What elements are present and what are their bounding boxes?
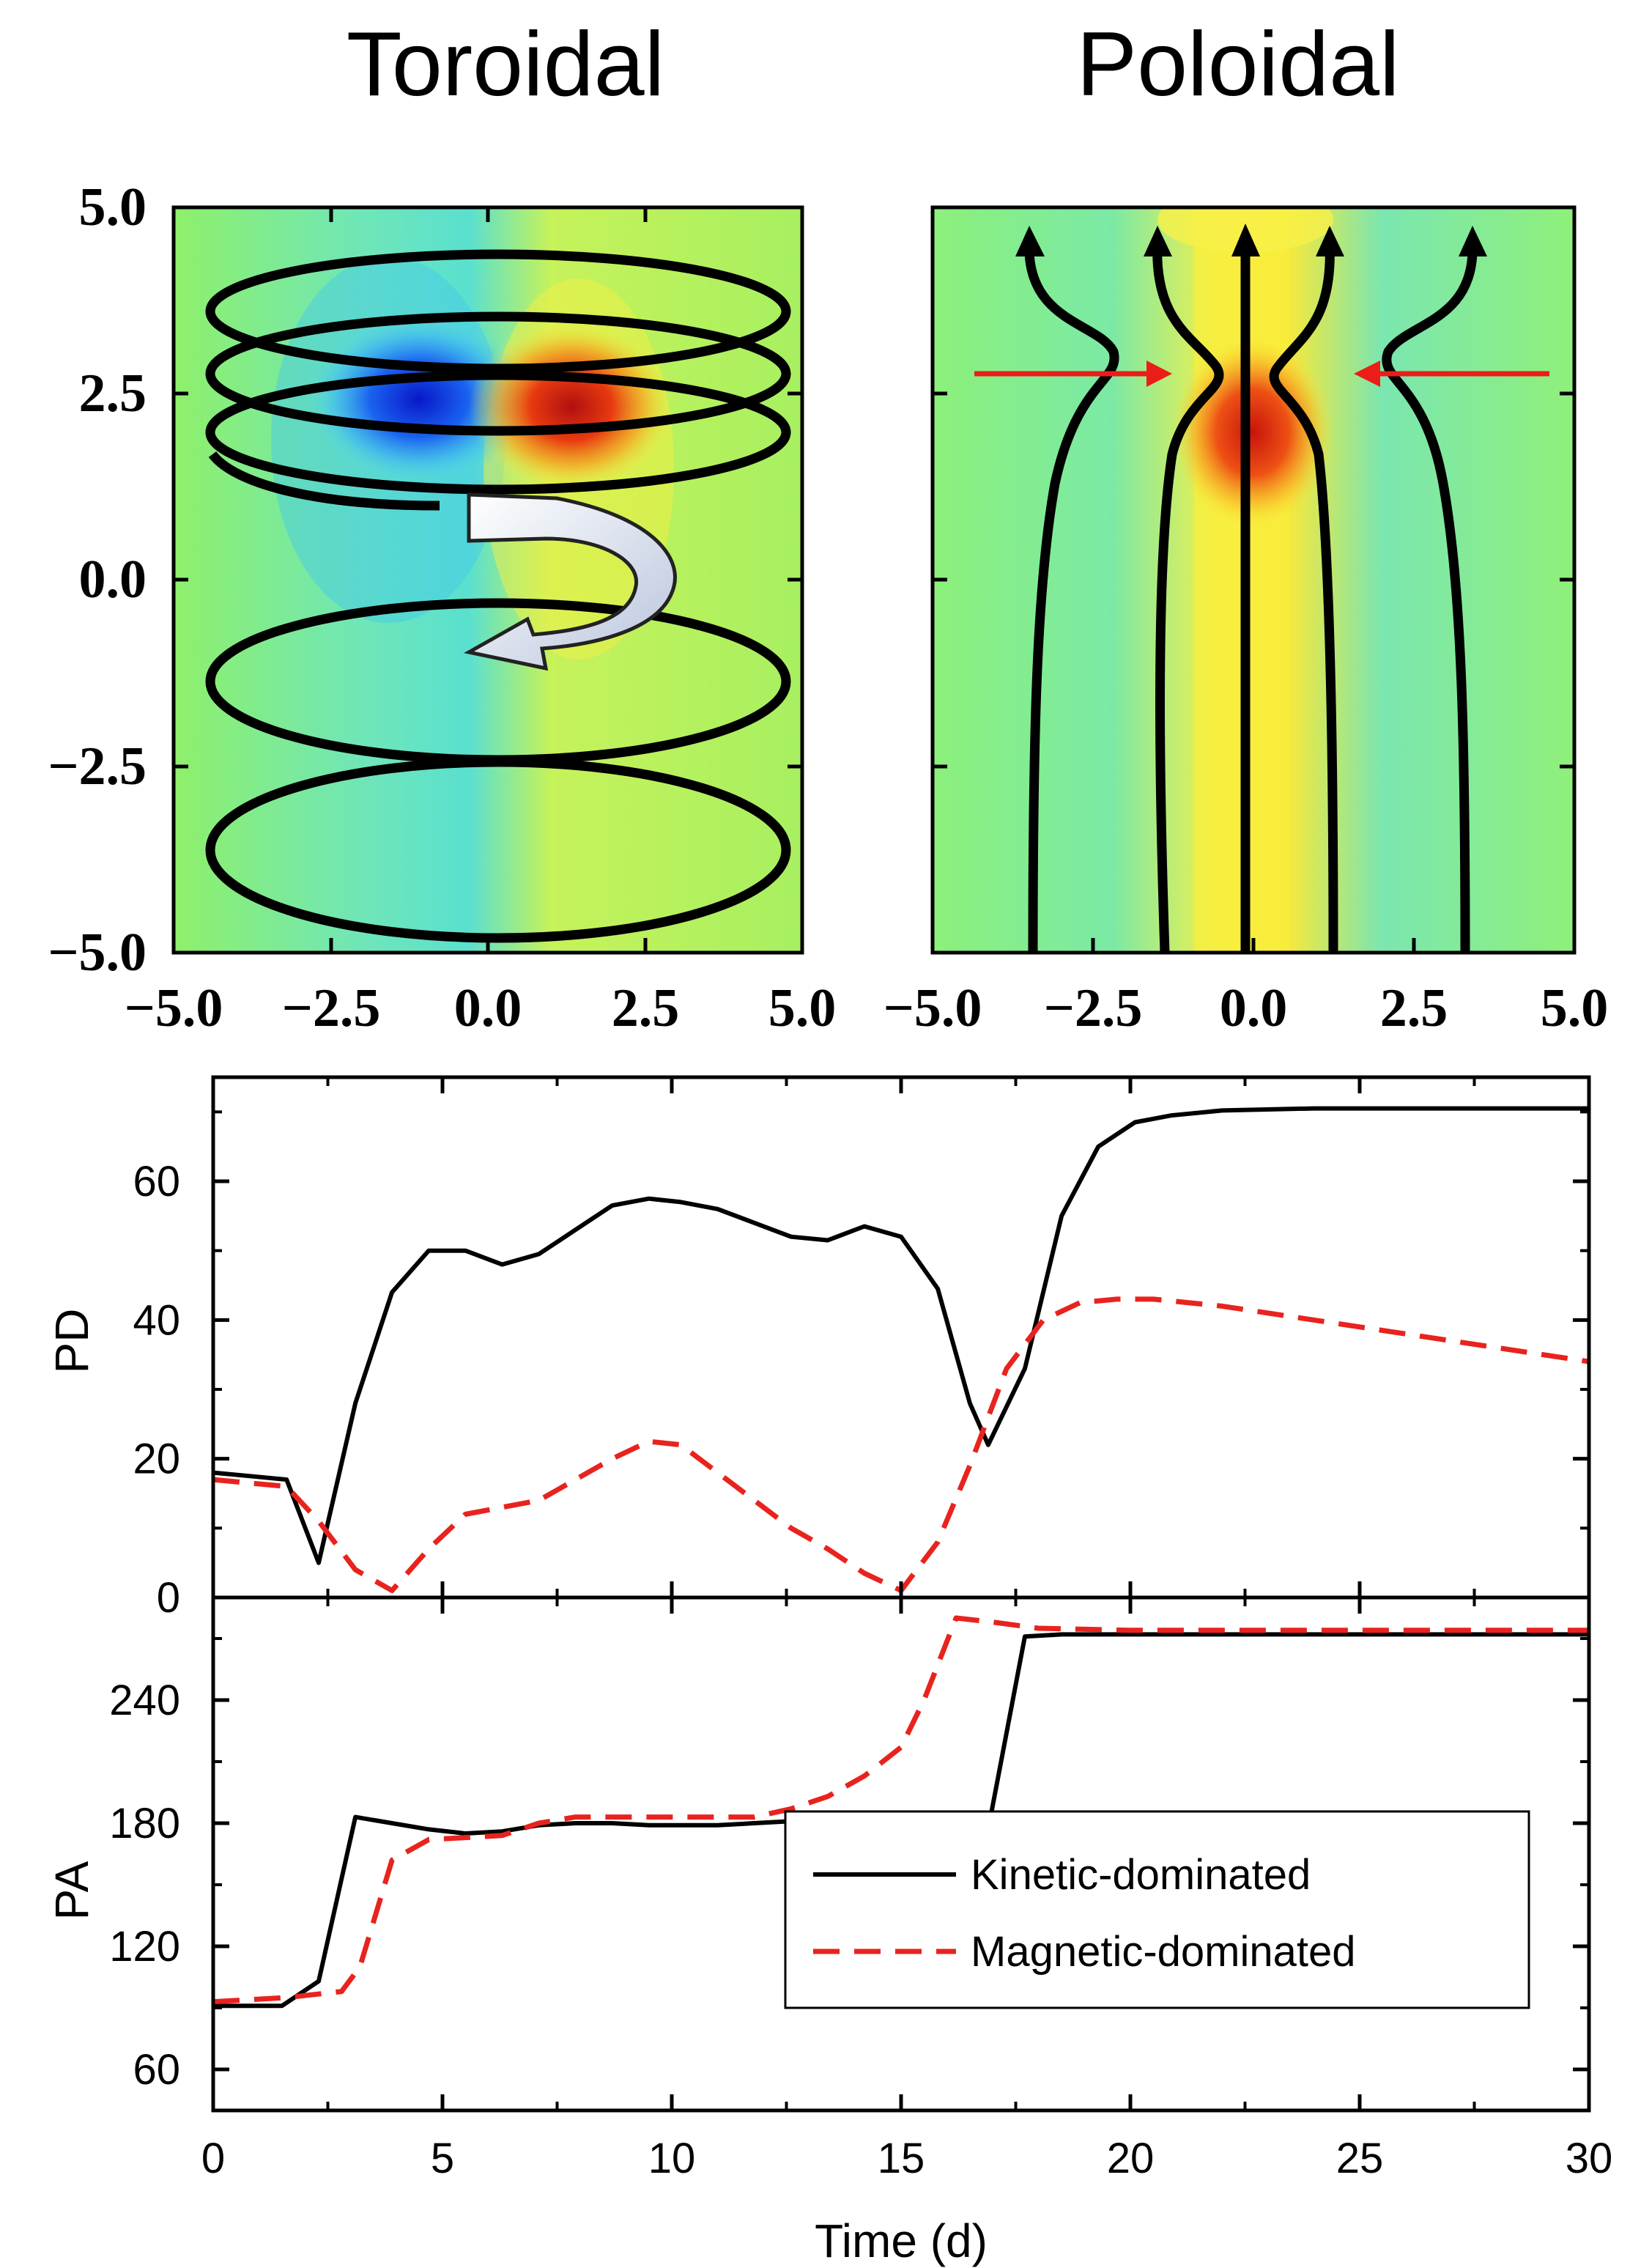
poloidal-ticks: [933, 205, 1574, 953]
time-x-tick-labels: 0 5 10 15 20 25 30: [201, 2135, 1612, 2182]
x-tick-label: −5.0: [125, 978, 223, 1038]
pa-y-tick-labels: 60 120 180 240: [109, 1677, 180, 2094]
y-tick-label: 180: [109, 1800, 180, 1847]
toroidal-blue-blob: [309, 315, 529, 484]
y-tick-label: 40: [133, 1296, 180, 1344]
y-tick-label: 240: [109, 1677, 180, 1724]
field-line-5: [1382, 237, 1478, 953]
field-line-4: [1269, 237, 1338, 953]
legend: Kinetic-dominated Magnetic-dominated: [784, 1810, 1530, 2009]
poloidal-x-tick-labels: −5.0 −2.5 0.0 2.5 5.0: [883, 978, 1609, 1038]
arrowhead-icon: [1316, 226, 1344, 256]
pd-plot: 0 20 40 60 PD: [45, 1075, 1591, 1622]
field-line-1: [1024, 237, 1119, 953]
y-tick-label: 60: [133, 1158, 180, 1205]
y-tick-label: 20: [133, 1436, 180, 1483]
pa-line-magnetic-dominated: [212, 1615, 1589, 2005]
poloidal-panel: [933, 207, 1574, 953]
pd-line-magnetic-dominated: [212, 1296, 1590, 1593]
arrowhead-icon: [1146, 361, 1172, 387]
x-tick-label: 5.0: [768, 978, 837, 1038]
x-tick-label: 0.0: [454, 978, 522, 1038]
legend-label-kinetic: Kinetic-dominated: [971, 1851, 1311, 1899]
x-tick-label: 0: [201, 2135, 225, 2182]
poloidal-title: Poloidal: [1076, 14, 1399, 115]
pa-series-group: [212, 1615, 1589, 2009]
y-tick-label: 0: [157, 1574, 180, 1622]
legend-label-magnetic: Magnetic-dominated: [971, 1928, 1356, 1976]
arrowhead-icon: [1144, 226, 1172, 256]
y-tick-label: 60: [133, 2046, 180, 2094]
helix-loop-3: [205, 370, 791, 495]
arrowhead-icon: [1354, 361, 1380, 387]
pd-frame: [211, 1075, 1591, 1600]
toroidal-ticks: [174, 205, 802, 953]
arrowhead-icon: [1015, 226, 1045, 256]
pa-y-axis-label: PA: [45, 1861, 98, 1920]
helix-loop-1: [205, 249, 791, 374]
poloidal-arrowheads: [1015, 224, 1487, 256]
y-tick-label: 120: [109, 1923, 180, 1970]
pd-line-kinetic-dominated: [212, 1106, 1589, 1565]
x-tick-label: 2.5: [1380, 978, 1448, 1038]
field-line-2: [1152, 237, 1224, 953]
pa-frame: [211, 1595, 1591, 2113]
x-tick-label: 5: [431, 2135, 454, 2182]
pd-ticks: [211, 1077, 1591, 1600]
legend-box: [784, 1810, 1530, 2009]
toroidal-panel: [174, 207, 802, 953]
x-tick-label: 25: [1336, 2135, 1384, 2182]
helix-loop-2: [205, 311, 791, 436]
arrowhead-icon: [1231, 224, 1260, 256]
rotation-arrow-icon: [463, 492, 677, 671]
poloidal-field-lines: [1024, 237, 1478, 953]
toroidal-x-tick-labels: −5.0 −2.5 0.0 2.5 5.0: [125, 978, 837, 1038]
y-tick-label: 5.0: [79, 177, 147, 237]
x-tick-label: −2.5: [282, 978, 381, 1038]
x-tick-label: 2.5: [612, 978, 680, 1038]
toroidal-field-lines: [205, 249, 791, 943]
y-tick-label: −5.0: [48, 923, 147, 983]
time-x-axis-label: Time (d): [815, 2215, 988, 2267]
toroidal-title: Toroidal: [347, 14, 664, 115]
inflow-arrows: [974, 361, 1549, 387]
toroidal-y-tick-labels: 5.0 2.5 0.0 −2.5 −5.0: [48, 177, 147, 983]
toroidal-red-blob: [469, 322, 674, 491]
pa-line-kinetic-dominated: [213, 1632, 1589, 2009]
pd-y-tick-labels: 0 20 40 60: [133, 1158, 180, 1622]
y-tick-label: 0.0: [79, 550, 147, 610]
pd-series-group: [212, 1106, 1590, 1593]
x-tick-label: 30: [1566, 2135, 1613, 2182]
x-tick-label: 20: [1107, 2135, 1155, 2182]
y-tick-label: 2.5: [79, 363, 147, 424]
lower-loop-2: [205, 757, 791, 943]
helix-tail: [208, 451, 440, 511]
x-tick-label: 15: [878, 2135, 925, 2182]
x-tick-label: 0.0: [1220, 978, 1288, 1038]
x-tick-label: −2.5: [1044, 978, 1143, 1038]
x-tick-label: 5.0: [1541, 978, 1609, 1038]
y-tick-label: −2.5: [48, 736, 147, 797]
pd-y-axis-label: PD: [45, 1309, 98, 1374]
x-tick-label: 10: [648, 2135, 696, 2182]
arrowhead-icon: [1459, 226, 1487, 256]
pa-plot: 60 120 180 240 PA: [45, 1595, 1591, 2113]
x-tick-label: −5.0: [883, 978, 982, 1038]
